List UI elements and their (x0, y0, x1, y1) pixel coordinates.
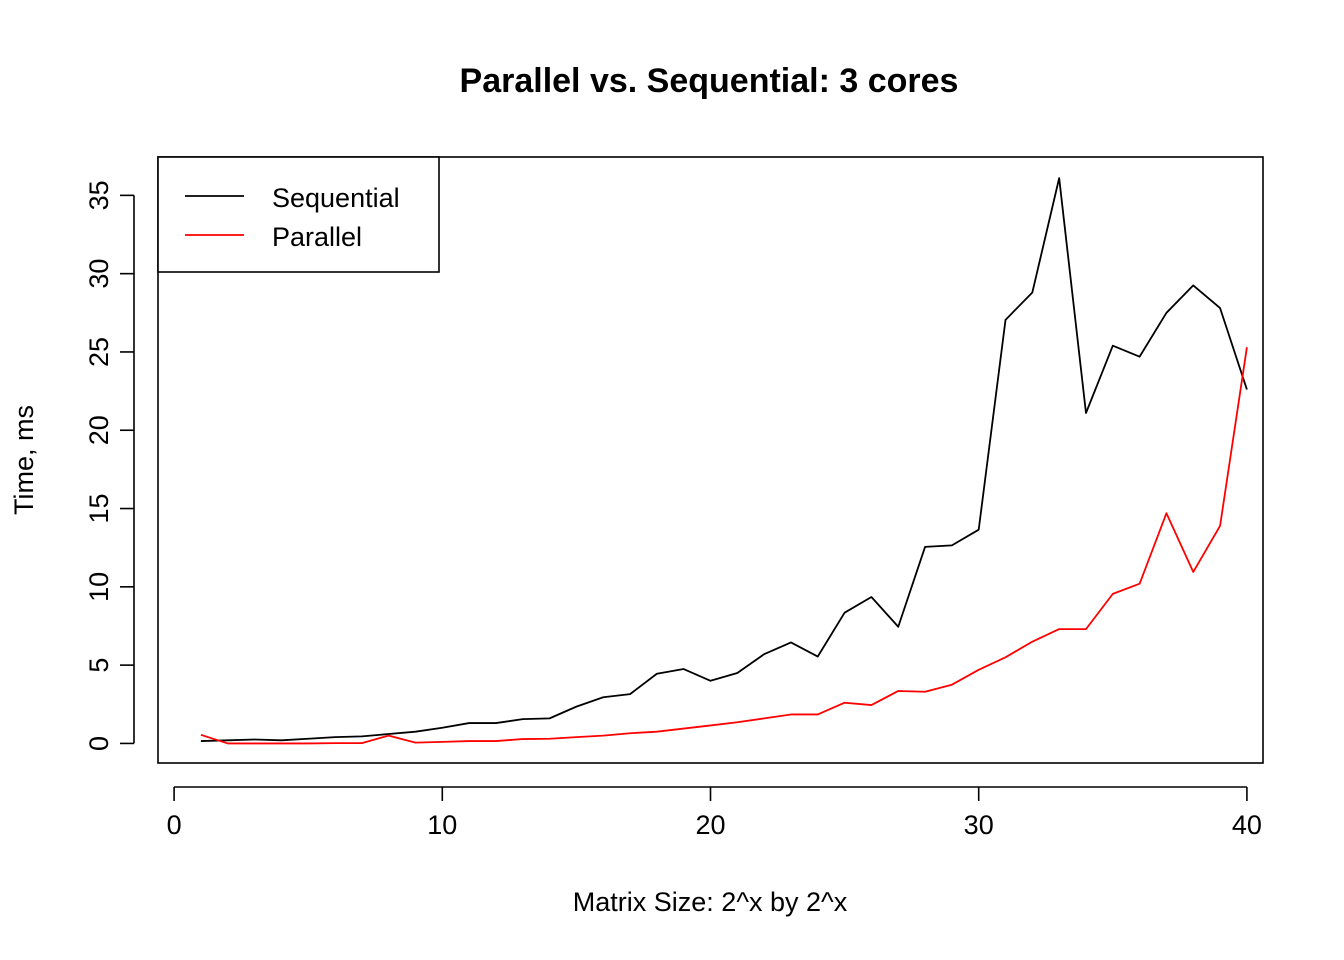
y-tick-label: 5 (84, 658, 114, 673)
series-layer (200, 177, 1248, 745)
x-axis: 0 10 20 30 40 (167, 786, 1262, 840)
y-tick-label: 0 (84, 736, 114, 751)
legend-label-parallel: Parallel (272, 222, 362, 252)
legend-box (157, 156, 440, 273)
legend: Sequential Parallel (157, 156, 440, 273)
y-tick-label: 10 (84, 572, 114, 602)
x-tick-label: 10 (427, 810, 457, 840)
series-line-sequential (200, 177, 1248, 742)
y-tick-label: 30 (84, 259, 114, 289)
x-tick-label: 0 (167, 810, 182, 840)
y-axis-label: Time, ms (9, 405, 39, 515)
y-tick-label: 35 (84, 180, 114, 210)
y-tick-label: 15 (84, 494, 114, 524)
chart-title: Parallel vs. Sequential: 3 cores (460, 62, 959, 100)
series-line-parallel (200, 347, 1248, 745)
legend-label-sequential: Sequential (272, 183, 400, 213)
y-tick-label: 20 (84, 415, 114, 445)
x-axis-label: Matrix Size: 2^x by 2^x (573, 887, 848, 917)
y-axis: 0 5 10 15 20 25 30 35 (84, 180, 135, 751)
x-tick-label: 40 (1232, 810, 1262, 840)
y-tick-label: 25 (84, 337, 114, 367)
x-tick-label: 20 (695, 810, 725, 840)
x-tick-label: 30 (964, 810, 994, 840)
plot-frame (157, 156, 1264, 764)
